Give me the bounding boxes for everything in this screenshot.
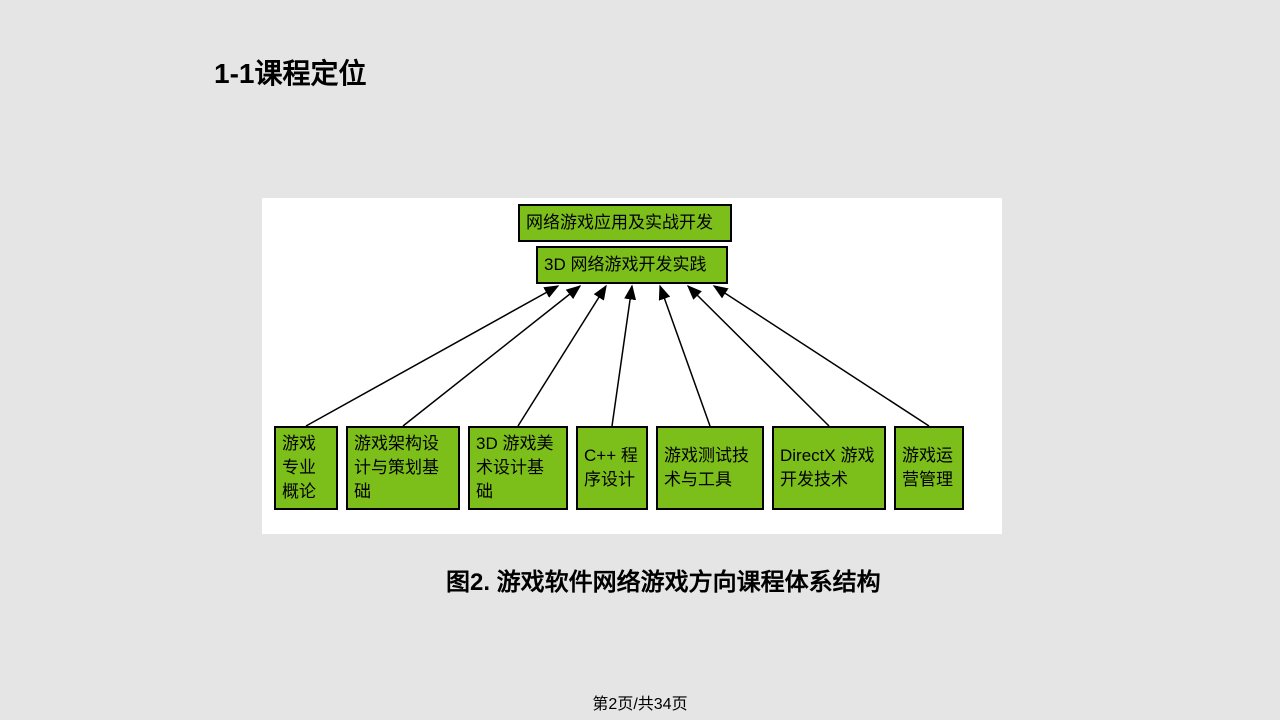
bottom-node: 游戏测试技术与工具 xyxy=(656,426,764,510)
arrow-line xyxy=(714,286,929,426)
arrow-line xyxy=(518,286,606,426)
arrow-line xyxy=(688,286,829,426)
diagram-container: 网络游戏应用及实战开发 3D 网络游戏开发实践游戏专业概论游戏架构设计与策划基础3… xyxy=(262,198,1002,534)
bottom-node: C++ 程序设计 xyxy=(576,426,648,510)
arrow-line xyxy=(306,286,558,426)
slide-title: 1-1课程定位 xyxy=(214,52,366,92)
top-node: 3D 网络游戏开发实践 xyxy=(536,246,728,284)
bottom-node: 3D 游戏美术设计基础 xyxy=(468,426,568,510)
arrow-line xyxy=(612,286,632,426)
bottom-node: 游戏架构设计与策划基础 xyxy=(346,426,460,510)
bottom-node: 游戏运营管理 xyxy=(894,426,964,510)
bottom-node: DirectX 游戏开发技术 xyxy=(772,426,886,510)
figure-caption: 图2. 游戏软件网络游戏方向课程体系结构 xyxy=(446,562,881,597)
top-node: 网络游戏应用及实战开发 xyxy=(518,204,732,242)
bottom-node: 游戏专业概论 xyxy=(274,426,338,510)
page-number: 第2页/共34页 xyxy=(0,690,1280,714)
arrow-line xyxy=(403,286,580,426)
arrow-line xyxy=(660,286,710,426)
